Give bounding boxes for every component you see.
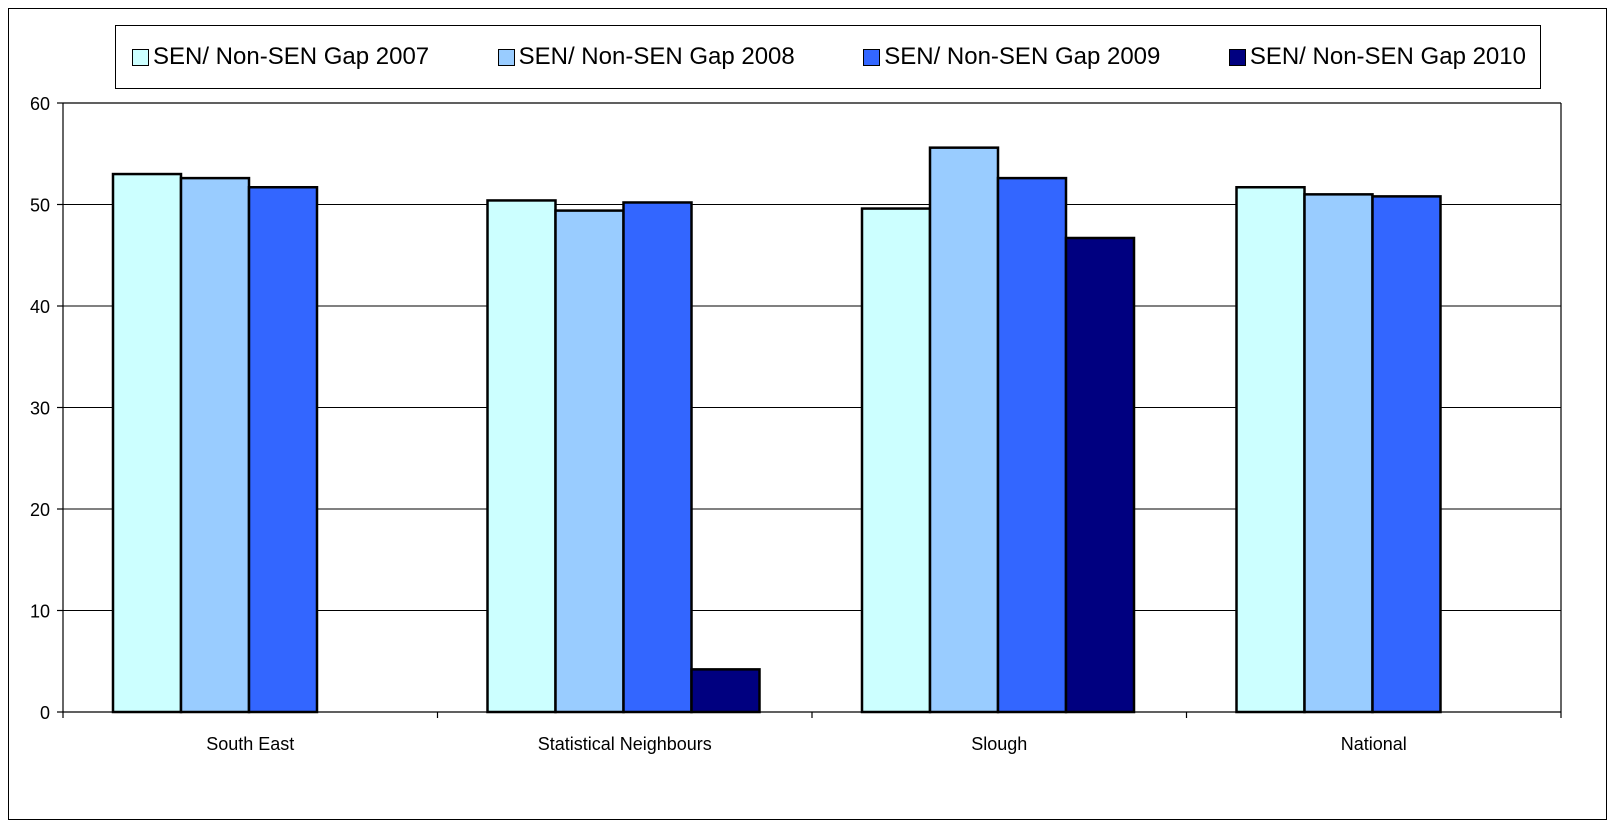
legend-label-2009: SEN/ Non-SEN Gap 2009 <box>884 43 1161 70</box>
legend-swatch-2010 <box>1228 48 1246 66</box>
legend-label-2008: SEN/ Non-SEN Gap 2008 <box>518 43 795 70</box>
bar <box>1303 193 1374 714</box>
bars <box>111 146 1442 714</box>
legend-item-2008: SEN/ Non-SEN Gap 2008 <box>497 43 795 71</box>
bar <box>111 172 183 714</box>
legend-label-2007: SEN/ Non-SEN Gap 2007 <box>153 43 430 70</box>
legend-item-2009: SEN/ Non-SEN Gap 2009 <box>863 43 1160 71</box>
x-tick-label: Slough <box>971 734 1027 754</box>
bar <box>622 201 693 714</box>
legend-item-2010: SEN/ Non-SEN Gap 2010 <box>1228 43 1526 71</box>
y-tick-label: 0 <box>40 703 50 723</box>
x-tick-label: South East <box>206 734 294 754</box>
bar <box>860 207 932 714</box>
legend-swatch-2007 <box>132 48 149 66</box>
bar <box>690 668 761 714</box>
legend-swatch-2008 <box>497 48 515 66</box>
legend-swatch-2009 <box>863 48 881 66</box>
x-tick-label: National <box>1341 734 1407 754</box>
bar <box>179 176 251 714</box>
axis-labels: 0 10 20 30 40 50 60 South East Statistical Neigh… <box>30 94 1562 754</box>
legend: SEN/ Non-SEN Gap 2007 SEN/ Non-SEN Gap 2… <box>115 25 1541 89</box>
y-tick-label: 50 <box>30 196 50 216</box>
bar <box>554 209 625 714</box>
bar <box>1235 185 1306 714</box>
bar <box>1064 236 1136 714</box>
bar <box>1371 195 1442 714</box>
y-tick-label: 40 <box>30 297 50 317</box>
bar <box>996 176 1068 714</box>
legend-item-2007: SEN/ Non-SEN Gap 2007 <box>132 43 429 71</box>
x-tick-label: Statistical Neighbours <box>538 734 712 754</box>
bar <box>247 185 319 714</box>
y-tick-label: 10 <box>30 602 50 622</box>
legend-label-2010: SEN/ Non-SEN Gap 2010 <box>1249 43 1526 70</box>
bar <box>928 146 1000 714</box>
bar <box>486 199 557 714</box>
y-tick-label: 60 <box>30 94 50 114</box>
y-tick-label: 20 <box>30 500 50 520</box>
y-tick-label: 30 <box>30 399 50 419</box>
